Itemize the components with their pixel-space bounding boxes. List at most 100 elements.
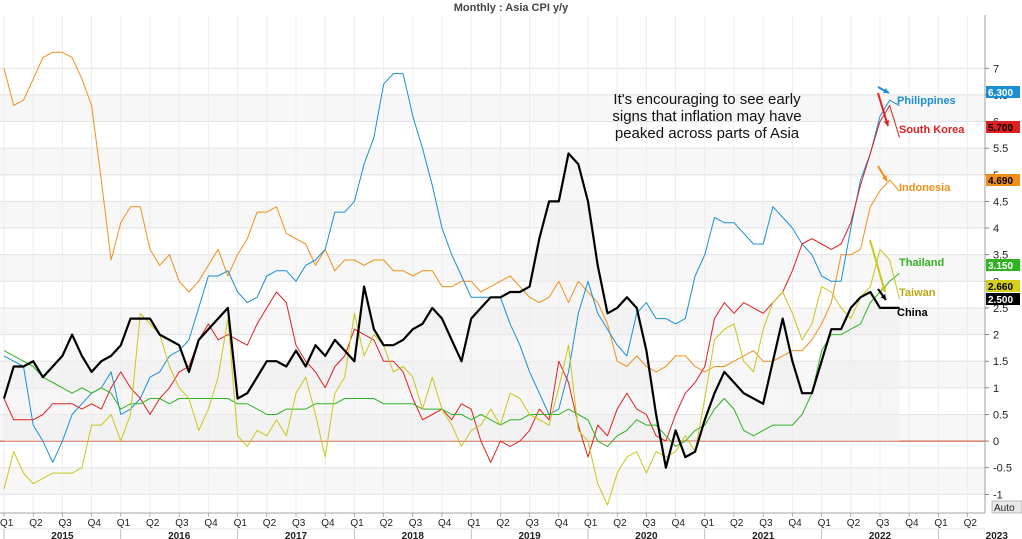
arrowhead-indonesia [881,175,887,181]
x-tick-label: Q1 [234,518,248,529]
legend-label-taiwan: Taiwan [899,287,936,299]
x-tick-label: Q4 [204,518,218,529]
last-value-box-indonesia [986,174,1020,186]
series-line-china [2,152,900,469]
x-tick-label: Q1 [701,518,715,529]
x-tick-label: Q3 [175,518,189,529]
y-tick-label: 0 [993,436,999,448]
x-tick-label: Q3 [759,518,773,529]
x-tick-label: Q1 [350,518,364,529]
last-value-box-south-korea [986,121,1020,133]
y-tick-label: 3.5 [993,250,1008,262]
arrowhead-south-korea [883,120,890,126]
annotation-line-2: signs that inflation may have [612,108,801,125]
x-tick-label: Q3 [58,518,72,529]
x-tick-label: Q1 [584,518,598,529]
grid-band [0,201,985,229]
x-tick-label: Q2 [380,518,394,529]
legend-label-indonesia: Indonesia [899,182,951,194]
last-value-box-thailand [986,259,1020,271]
auto-button-label: Auto [994,503,1015,514]
last-value-box-china [986,293,1020,305]
y-tick-label: 2.5 [993,303,1008,315]
y-tick-label: 0.5 [993,409,1008,421]
x-tick-label: Q1 [818,518,832,529]
x-tick-label: Q3 [876,518,890,529]
arrow-taiwan [869,239,886,293]
series-line-thailand [3,272,900,447]
x-tick-label: Q3 [292,518,306,529]
last-value-box-taiwan [986,280,1020,292]
series-line-indonesia [3,51,900,373]
year-label: 2015 [51,531,74,539]
year-label: 2020 [635,531,658,539]
y-tick-label: 2 [993,330,999,342]
x-tick-label: Q2 [730,518,744,529]
year-label: 2016 [168,531,191,539]
arrowhead-taiwan [880,286,887,292]
annotation-line-1: It's encouraging to see early [613,91,801,108]
legend-label-china: China [897,307,928,319]
y-tick-label: 5.5 [993,143,1008,155]
last-value-taiwan: 2.660 [988,282,1013,293]
last-value-thailand: 3.150 [988,261,1013,272]
year-label: 2017 [285,531,308,539]
last-value-indonesia: 4.690 [988,176,1013,187]
grid-band [0,467,985,495]
series-line-philippines [3,73,900,463]
last-value-south-korea: 5.700 [988,123,1013,134]
last-value-philippines: 6.300 [988,88,1013,99]
y-tick-label: 7 [993,63,999,75]
year-label: 2021 [752,531,775,539]
arrowhead-china [880,294,886,300]
year-label: 2019 [518,531,541,539]
last-value-china: 2.500 [988,295,1013,306]
x-tick-label: Q2 [964,518,978,529]
x-tick-label: Q1 [117,518,131,529]
x-tick-label: Q3 [409,518,423,529]
x-tick-label: Q4 [321,518,335,529]
x-tick-label: Q2 [29,518,43,529]
annotation-line-3: peaked across parts of Asia [615,125,800,142]
last-value-box-philippines [986,86,1020,98]
x-tick-label: Q4 [88,518,102,529]
x-tick-label: Q4 [555,518,569,529]
grid-band [0,254,985,282]
china-area-fill [4,153,900,468]
x-tick-label: Q2 [847,518,861,529]
x-tick-label: Q2 [496,518,510,529]
y-tick-label: 4.5 [993,196,1008,208]
x-tick-label: Q4 [672,518,686,529]
x-tick-label: Q3 [526,518,540,529]
y-tick-label: 1.5 [993,356,1008,368]
y-tick-label: -1 [993,489,1003,501]
grid-band [0,148,985,175]
x-tick-label: Q4 [788,518,802,529]
x-tick-label: Q3 [642,518,656,529]
auto-button[interactable] [991,500,1022,514]
y-tick-label: 4 [993,223,999,235]
y-tick-label: 1 [993,383,999,395]
x-tick-label: Q2 [613,518,627,529]
chart-title: Monthly : Asia CPI y/y [454,2,569,14]
series-lines [2,51,900,506]
legend-label-thailand: Thailand [899,257,944,269]
arrow-south-korea [877,92,889,127]
legend-label-south-korea: South Korea [899,124,965,136]
x-tick-label: Q1 [934,518,948,529]
x-tick-label: Q4 [438,518,452,529]
x-tick-label: Q2 [263,518,277,529]
x-tick-label: Q1 [0,518,14,529]
series-line-taiwan [3,248,900,506]
y-tick-label: -0.5 [993,463,1012,475]
year-label: 2022 [869,531,892,539]
year-label: 2018 [402,531,425,539]
series-line-south-korea [3,105,900,463]
x-tick-label: Q1 [467,518,481,529]
grid-band [0,94,985,122]
arrowhead-philippines [883,88,889,93]
x-tick-label: Q2 [146,518,160,529]
x-tick-label: Q4 [905,518,919,529]
year-label: 2023 [986,531,1009,539]
